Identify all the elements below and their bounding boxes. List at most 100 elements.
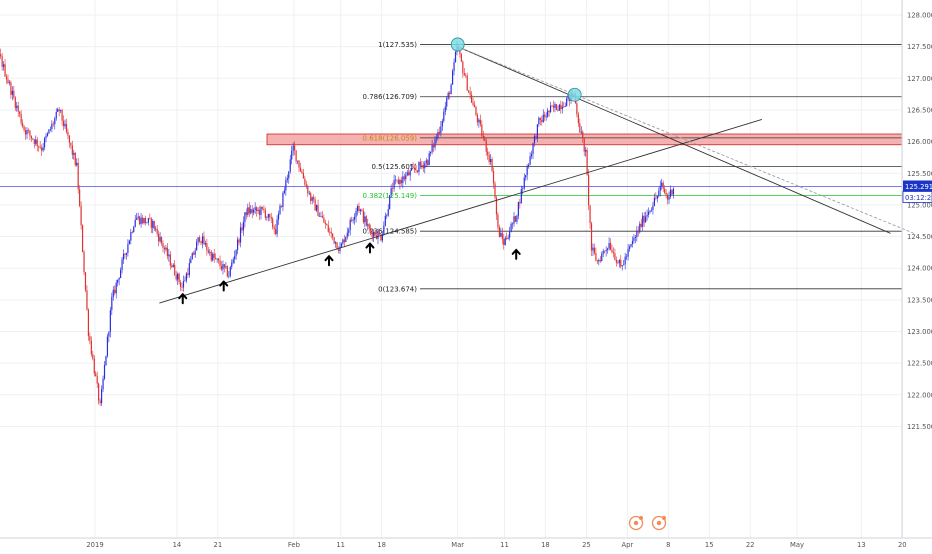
candle-body	[356, 205, 359, 212]
candle-body	[634, 236, 636, 238]
candle-body	[162, 243, 164, 248]
candle-timer-label: 03:12:23	[905, 194, 932, 202]
candle-body	[105, 356, 107, 366]
candle-body	[469, 92, 471, 95]
candle-body	[298, 160, 300, 168]
trend-lines[interactable]	[159, 46, 915, 304]
candle-body	[620, 259, 622, 267]
candle-body	[490, 159, 492, 162]
candle-body	[330, 231, 332, 234]
candle-body	[242, 221, 245, 231]
candle-body	[188, 263, 190, 276]
candle-body	[301, 171, 303, 173]
candle-body	[36, 139, 38, 147]
candle-body	[504, 237, 506, 246]
ascending-support-trendline[interactable]	[159, 119, 763, 304]
candle-body	[413, 167, 416, 170]
candle-body	[614, 253, 616, 260]
candle-body	[204, 243, 207, 245]
candle-body	[234, 255, 236, 260]
y-tick-label: 125.500	[907, 170, 932, 178]
candle-body	[55, 111, 57, 119]
up-arrow-shape	[219, 280, 229, 292]
candle-body	[595, 253, 597, 261]
candle-body	[437, 131, 439, 138]
candle-body	[209, 251, 211, 253]
x-tick-label: 20	[898, 541, 907, 549]
candle-timer-tag-bg	[902, 191, 932, 203]
up-arrow-icon	[511, 248, 521, 260]
economic-event-icon[interactable]	[628, 515, 644, 531]
candle-body	[604, 251, 606, 252]
candle-body	[304, 178, 306, 185]
candle-body	[513, 216, 515, 224]
candle-body	[485, 140, 487, 152]
candle-body	[446, 98, 448, 107]
price-axis[interactable]: 121.500 122.000 122.500 123.000 123.500 124.0…	[907, 12, 932, 431]
candle-body	[468, 90, 470, 93]
descending-resistance-trendline[interactable]	[457, 46, 891, 234]
y-tick-label: 128.000	[907, 12, 932, 20]
candle-body	[168, 254, 170, 257]
event-icons[interactable]	[628, 515, 667, 531]
candle-body	[630, 244, 632, 247]
candle-body	[292, 145, 294, 151]
candle-body	[79, 189, 81, 207]
y-tick-label: 122.000	[907, 391, 932, 399]
candle-body	[38, 146, 40, 147]
candle-body	[128, 240, 130, 245]
candle-body	[460, 54, 462, 62]
candle-body	[342, 239, 344, 244]
candle-body	[577, 114, 579, 124]
candle-body	[555, 104, 558, 110]
up-arrow-icon	[219, 280, 229, 292]
candle-body	[580, 131, 582, 133]
time-axis[interactable]: 1720191421Feb1118Mar111825Apr81522May132…	[0, 541, 907, 549]
swing-high-circle	[567, 87, 582, 102]
candle-body	[150, 218, 152, 228]
candle-body	[549, 105, 552, 112]
candle-body	[77, 162, 79, 190]
candle-body	[370, 228, 372, 232]
candle-body	[393, 180, 395, 189]
candle-body	[447, 92, 449, 99]
candle-body	[405, 175, 407, 180]
candle-body	[520, 189, 522, 204]
candle-body	[343, 239, 345, 243]
candle-body	[258, 209, 261, 215]
candle-body	[596, 260, 598, 262]
up-arrow-shape	[178, 293, 188, 305]
candle-body	[478, 119, 480, 123]
candle-body	[253, 209, 255, 213]
candle-body	[374, 231, 376, 236]
candle-body	[308, 193, 310, 194]
candle-body	[54, 118, 56, 125]
candle-body	[279, 205, 281, 214]
candle-body	[26, 130, 28, 135]
candle-body	[340, 243, 343, 247]
descending-dashed-trendline[interactable]	[457, 46, 915, 234]
candle-body	[2, 64, 5, 67]
candle-body	[339, 246, 341, 252]
candle-body	[428, 153, 430, 166]
candle-body	[24, 130, 27, 135]
fib-level-label: 0.618(126.059)	[363, 134, 418, 142]
economic-event-icon[interactable]	[651, 515, 667, 531]
candle-body	[144, 217, 147, 224]
candle-body	[96, 376, 98, 384]
candle-body	[440, 126, 442, 134]
candle-body	[533, 136, 536, 144]
candle-body	[362, 210, 364, 223]
candle-body	[435, 137, 438, 140]
candle-body	[159, 237, 161, 242]
candle-body	[387, 209, 389, 216]
candle-body	[539, 117, 541, 120]
candle-body	[191, 253, 193, 260]
candle-body	[220, 265, 223, 270]
candle-body	[453, 62, 455, 71]
candle-body	[441, 120, 443, 127]
candle-body	[65, 123, 68, 132]
candle-body	[450, 84, 452, 95]
